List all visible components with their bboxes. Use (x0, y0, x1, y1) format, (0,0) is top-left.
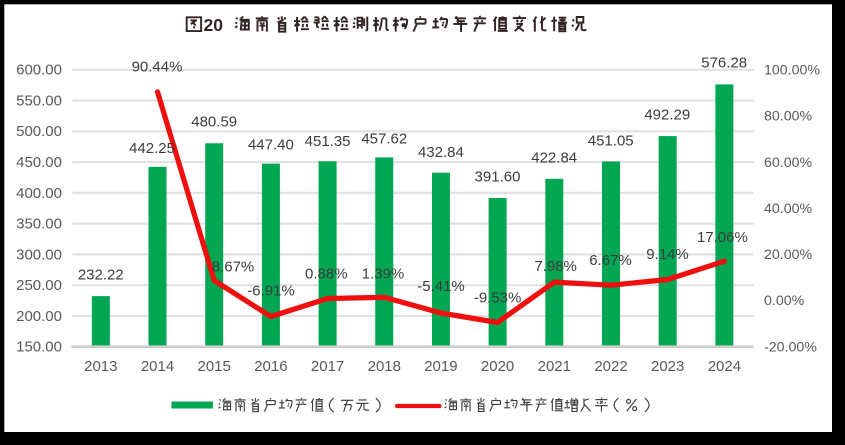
svg-text:100.00%: 100.00% (764, 62, 820, 78)
svg-text:350.00: 350.00 (16, 216, 62, 233)
svg-text:2024: 2024 (708, 358, 741, 375)
svg-text:2014: 2014 (141, 358, 174, 375)
svg-text:2022: 2022 (594, 358, 627, 375)
svg-text:200.00: 200.00 (16, 308, 62, 325)
svg-text:0.88%: 0.88% (305, 265, 348, 282)
svg-text:2019: 2019 (424, 358, 457, 375)
svg-text:451.35: 451.35 (305, 133, 351, 150)
svg-text:2020: 2020 (481, 358, 514, 375)
svg-text:2013: 2013 (84, 358, 117, 375)
svg-text:391.60: 391.60 (475, 169, 521, 186)
svg-text:150.00: 150.00 (16, 339, 62, 356)
svg-text:8.67%: 8.67% (212, 259, 255, 276)
svg-text:480.59: 480.59 (191, 113, 237, 130)
svg-text:2017: 2017 (311, 358, 344, 375)
svg-text:7.98%: 7.98% (534, 258, 577, 275)
svg-text:2018: 2018 (368, 358, 401, 375)
svg-text:2023: 2023 (651, 358, 684, 375)
svg-text:442.25: 442.25 (129, 140, 175, 157)
svg-text:432.84: 432.84 (418, 144, 464, 161)
svg-text:600.00: 600.00 (16, 62, 62, 79)
svg-text:9.14%: 9.14% (646, 246, 689, 263)
svg-text:422.84: 422.84 (531, 150, 577, 167)
svg-text:-9.53%: -9.53% (474, 290, 522, 307)
svg-text:400.00: 400.00 (16, 185, 62, 202)
svg-text:6.67%: 6.67% (589, 252, 632, 269)
svg-text:492.29: 492.29 (644, 107, 690, 124)
svg-text:60.00%: 60.00% (764, 155, 813, 171)
svg-text:40.00%: 40.00% (764, 201, 813, 217)
svg-text:2021: 2021 (538, 358, 571, 375)
svg-text:0.00%: 0.00% (764, 293, 805, 309)
svg-text:232.22: 232.22 (78, 267, 124, 284)
svg-text:250.00: 250.00 (16, 277, 62, 294)
svg-text:447.40: 447.40 (248, 136, 294, 153)
svg-text:-5.41%: -5.41% (417, 278, 465, 295)
svg-text:20.00%: 20.00% (764, 247, 813, 263)
svg-text:450.00: 450.00 (16, 154, 62, 171)
svg-text:20: 20 (204, 15, 224, 35)
svg-text:2015: 2015 (198, 358, 231, 375)
svg-text:80.00%: 80.00% (764, 109, 813, 125)
svg-text:451.05: 451.05 (588, 133, 634, 150)
svg-text:-20.00%: -20.00% (764, 339, 817, 355)
svg-text:500.00: 500.00 (16, 123, 62, 140)
svg-text:300.00: 300.00 (16, 246, 62, 263)
svg-text:90.44%: 90.44% (132, 58, 183, 75)
svg-text:550.00: 550.00 (16, 92, 62, 109)
svg-text:2016: 2016 (254, 358, 287, 375)
svg-text:-6.91%: -6.91% (247, 282, 295, 299)
svg-text:576.28: 576.28 (701, 54, 747, 71)
svg-text:1.39%: 1.39% (362, 265, 405, 282)
svg-text:457.62: 457.62 (361, 131, 407, 148)
svg-text:17.06%: 17.06% (697, 229, 748, 246)
